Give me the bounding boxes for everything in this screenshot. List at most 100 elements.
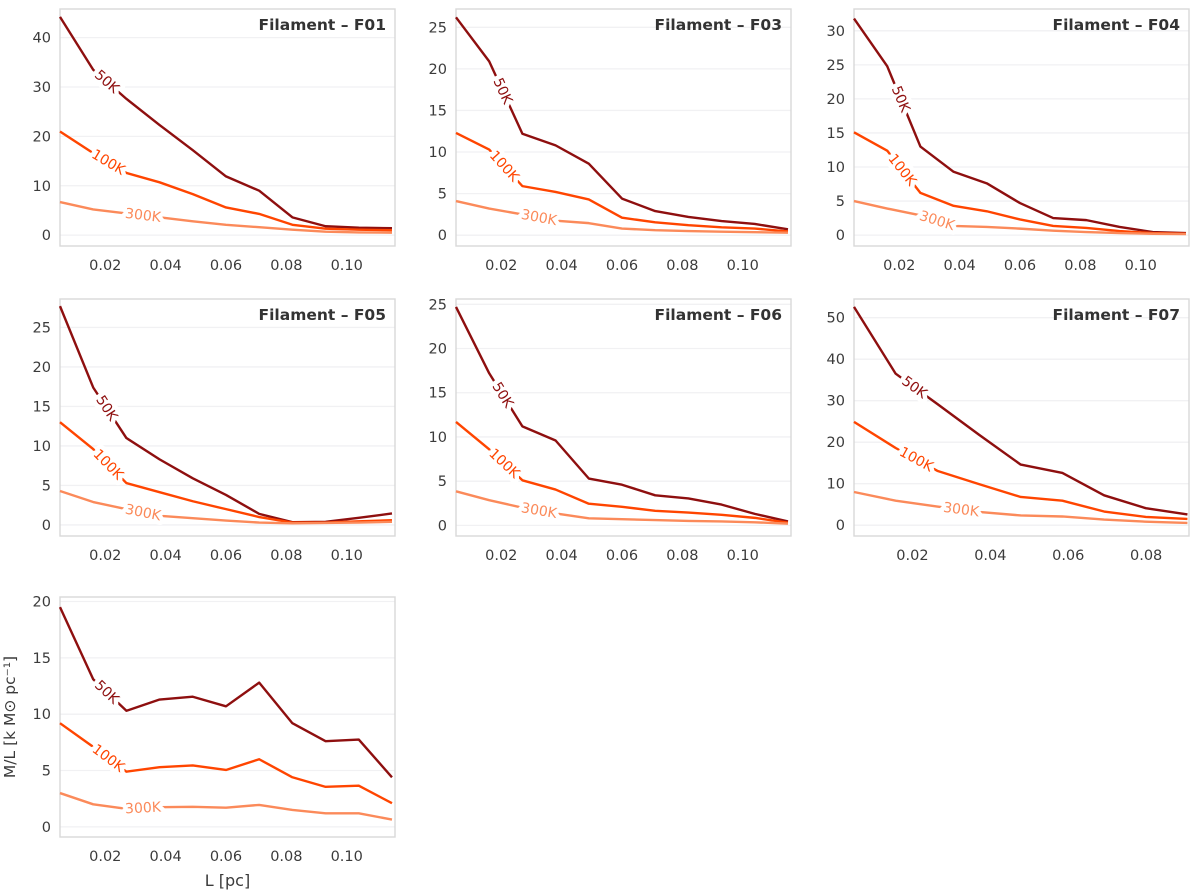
- y-tick-label: 15: [429, 103, 447, 119]
- line-chart: 0 10 20 30 40 50 0.02 0.04 0.06 0.08 50K 100K 300K Fi…: [827, 298, 1190, 564]
- y-tick-label: 10: [33, 439, 51, 455]
- line-label-100k: 100K: [89, 147, 129, 180]
- x-tick-label: 0.06: [210, 548, 242, 564]
- plot-border: [853, 8, 1190, 247]
- chart-title: Filament – F06: [655, 306, 782, 324]
- x-tick-label: 0.08: [666, 548, 698, 564]
- series-line-100k: [455, 131, 789, 233]
- x-tick-label: 0.10: [331, 548, 363, 564]
- y-tick-label: 5: [438, 474, 447, 490]
- y-tick-label: 0: [438, 228, 447, 244]
- y-tick-label: 10: [429, 145, 447, 161]
- x-tick-label: 0.04: [149, 849, 181, 865]
- series-line-100k: [59, 130, 392, 232]
- series-line-50k: [852, 306, 1188, 516]
- chart-title: Filament – F01: [259, 16, 386, 34]
- x-tick-label: 0.06: [606, 258, 638, 274]
- series-line-50k: [58, 606, 393, 779]
- x-tick-label: 0.10: [727, 548, 759, 564]
- y-tick-label: 15: [429, 386, 447, 402]
- series-line-100k: [853, 420, 1188, 521]
- x-tick-label: 0.06: [1052, 548, 1084, 564]
- x-tick-label: 0.02: [89, 258, 121, 274]
- y-tick-label: 0: [836, 228, 845, 244]
- series-line-300k: [59, 489, 393, 525]
- x-tick-label: 0.06: [1004, 258, 1036, 274]
- plot-border: [455, 8, 792, 247]
- plot-border: [59, 596, 396, 838]
- x-tick-label: 0.10: [1125, 258, 1157, 274]
- y-tick-label: 0: [42, 820, 51, 836]
- x-tick-label: 0.08: [270, 258, 302, 274]
- x-tick-label: 0.08: [666, 258, 698, 274]
- y-tick-label: 40: [33, 31, 51, 47]
- y-tick-label: 0: [836, 518, 845, 534]
- line-label-50k: 50K: [898, 373, 930, 402]
- subplot-bottom-left: 0 5 10 15 20 0.02 0.04 0.06 0.08 0.10 50K 100K 300K L…: [0, 580, 400, 894]
- line-label-300k: 300K: [942, 500, 980, 521]
- subplot-filament-f01: 0 10 20 30 40 0.02 0.04 0.06 0.08 0.10 50K 100K 300K…: [0, 0, 400, 290]
- y-tick-label: 20: [33, 129, 51, 145]
- subplot-filament-f06: 0 5 10 15 20 25 0.02 0.04 0.06 0.08 0.10 50K 100K 300…: [396, 290, 796, 580]
- chart-title: Filament – F05: [259, 306, 386, 324]
- y-tick-label: 20: [33, 595, 51, 611]
- series-line-50k: [454, 306, 789, 523]
- x-tick-label: 0.08: [270, 849, 302, 865]
- x-axis-label: L [pc]: [205, 871, 250, 890]
- y-tick-label: 20: [33, 360, 51, 376]
- x-tick-label: 0.04: [974, 548, 1006, 564]
- x-tick-label: 0.02: [89, 849, 121, 865]
- y-axis-label: M/L [k M⊙ pc⁻¹]: [1, 656, 19, 778]
- line-label-50k: 50K: [489, 76, 515, 108]
- x-tick-label: 0.02: [896, 548, 928, 564]
- x-tick-label: 0.08: [1064, 258, 1096, 274]
- plot-border: [853, 298, 1190, 537]
- y-tick-label: 30: [33, 80, 51, 96]
- plot-border: [59, 8, 396, 247]
- x-tick-label: 0.10: [331, 258, 363, 274]
- y-tick-label: 25: [429, 297, 447, 313]
- y-tick-label: 20: [429, 342, 447, 358]
- line-label-300k: 300K: [124, 206, 162, 226]
- x-tick-label: 0.04: [545, 258, 577, 274]
- y-tick-label: 30: [827, 394, 845, 410]
- y-tick-label: 15: [33, 399, 51, 415]
- x-tick-label: 0.02: [485, 258, 517, 274]
- y-tick-label: 25: [827, 58, 845, 74]
- series-line-300k: [853, 490, 1188, 525]
- line-label-300k: 300K: [520, 500, 559, 522]
- series-line-50k: [58, 16, 392, 230]
- x-tick-label: 0.08: [1130, 548, 1162, 564]
- chart-title: Filament – F03: [655, 16, 782, 34]
- y-tick-label: 0: [42, 228, 51, 244]
- x-tick-label: 0.06: [210, 258, 242, 274]
- x-tick-label: 0.06: [606, 548, 638, 564]
- line-label-50k: 50K: [488, 380, 516, 412]
- line-label-300k: 300K: [125, 800, 162, 818]
- x-tick-label: 0.02: [89, 548, 121, 564]
- series-line-100k: [853, 131, 1187, 235]
- x-tick-label: 0.10: [727, 258, 759, 274]
- chart-title: Filament – F04: [1053, 16, 1181, 34]
- x-tick-label: 0.04: [943, 258, 975, 274]
- series-line-100k: [455, 420, 789, 524]
- y-tick-label: 5: [836, 194, 845, 210]
- series-line-300k: [853, 199, 1186, 236]
- series-line-300k: [455, 199, 788, 234]
- x-tick-label: 0.08: [270, 548, 302, 564]
- plot-border: [59, 298, 396, 537]
- y-tick-label: 10: [827, 477, 845, 493]
- line-label-50k: 50K: [92, 393, 121, 425]
- line-label-50k: 50K: [888, 84, 913, 116]
- subplot-filament-f04: 0 5 10 15 20 25 30 0.02 0.04 0.06 0.08 0.10 50K 100K 3…: [794, 0, 1194, 290]
- plot-border: [455, 298, 792, 537]
- y-tick-label: 5: [42, 478, 51, 494]
- y-tick-label: 10: [33, 179, 51, 195]
- series-line-100k: [59, 722, 393, 805]
- line-label-300k: 300K: [917, 208, 957, 234]
